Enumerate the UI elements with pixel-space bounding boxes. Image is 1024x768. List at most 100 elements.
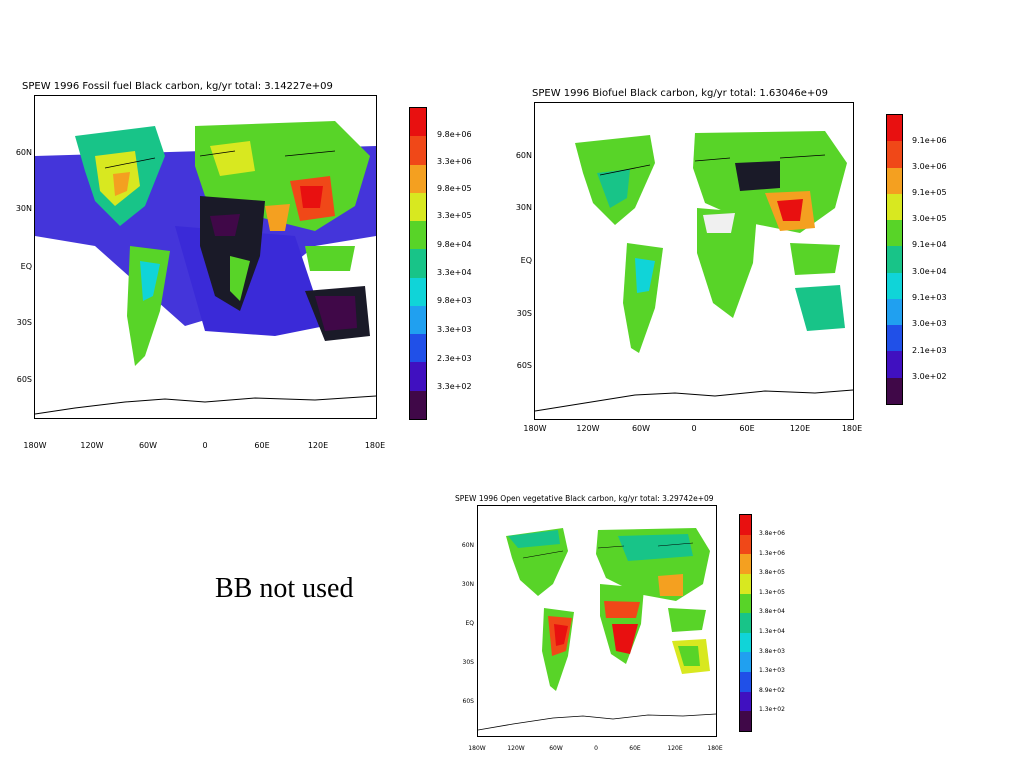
colorbar-swatch: [740, 711, 751, 731]
bb-not-used-note: BB not used: [215, 573, 354, 604]
lat-label: EQ: [520, 256, 532, 265]
colorbar-label: 9.8e+04: [437, 240, 472, 249]
lon-label: 120W: [507, 745, 525, 752]
lon-label: 60W: [549, 745, 563, 752]
open-vegetative-map: [477, 505, 717, 737]
colorbar-label: 3.3e+06: [437, 157, 472, 166]
open-vegetative-emission-map: [478, 528, 716, 731]
colorbar-label: 2.3e+03: [437, 354, 472, 363]
colorbar-swatch: [740, 613, 751, 633]
colorbar-label: 3.3e+05: [437, 211, 472, 220]
open-vegetative-colorbar: [739, 514, 752, 732]
lon-label: 180W: [468, 745, 486, 752]
lon-label: 60W: [631, 424, 651, 433]
lat-label: 30N: [461, 581, 474, 588]
colorbar-swatch: [887, 272, 902, 299]
colorbar-label: 3.3e+02: [437, 382, 472, 391]
colorbar-label: 9.1e+05: [912, 188, 947, 197]
lon-label: 60E: [254, 441, 270, 450]
lon-label: 180E: [841, 424, 863, 433]
colorbar-swatch: [887, 141, 902, 168]
lon-label: 0: [691, 424, 697, 433]
colorbar-label: 3.8e+03: [759, 648, 785, 655]
colorbar-swatch: [410, 108, 426, 137]
colorbar-swatch: [410, 249, 426, 278]
lon-label: 0: [202, 441, 208, 450]
lat-label: 30S: [516, 309, 532, 318]
colorbar-swatch: [887, 325, 902, 352]
colorbar-swatch: [887, 193, 902, 221]
lon-label: 60E: [629, 745, 641, 752]
colorbar-swatch: [887, 167, 902, 194]
colorbar-label: 9.1e+06: [912, 136, 947, 145]
lat-label: 60N: [515, 151, 532, 160]
colorbar-label: 9.1e+03: [912, 293, 947, 302]
colorbar-swatch: [740, 554, 751, 574]
biofuel-map: [534, 102, 854, 420]
lat-label: 30S: [16, 318, 32, 327]
colorbar-swatch: [740, 534, 751, 555]
colorbar-swatch: [740, 672, 751, 692]
biofuel-title: SPEW 1996 Biofuel Black carbon, kg/yr to…: [532, 88, 828, 99]
colorbar-swatch: [740, 652, 751, 672]
lat-label: 60S: [16, 375, 32, 384]
colorbar-swatch: [740, 691, 751, 712]
lon-label: 120E: [789, 424, 811, 433]
fossil-fuel-emission-map: [35, 121, 376, 415]
colorbar-label: 3.8e+06: [759, 530, 785, 537]
lat-label: 30N: [515, 203, 532, 212]
lat-label: 60S: [462, 698, 474, 705]
biofuel-emission-map: [535, 131, 853, 412]
colorbar-label: 1.3e+05: [759, 589, 785, 596]
colorbar-swatch: [887, 220, 902, 247]
colorbar-swatch: [410, 390, 426, 419]
colorbar-label: 1.3e+06: [759, 550, 785, 557]
fossil-fuel-title: SPEW 1996 Fossil fuel Black carbon, kg/y…: [22, 81, 333, 92]
colorbar-label: 3.0e+05: [912, 214, 947, 223]
lon-label: 180E: [364, 441, 386, 450]
lon-label: 60W: [138, 441, 158, 450]
colorbar-label: 1.3e+03: [759, 667, 785, 674]
colorbar-label: 9.8e+06: [437, 130, 472, 139]
colorbar-swatch: [410, 334, 426, 363]
colorbar-swatch: [740, 573, 751, 594]
biofuel-colorbar: [886, 114, 903, 405]
colorbar-swatch: [887, 298, 902, 326]
lat-label: 30S: [462, 659, 474, 666]
colorbar-label: 2.1e+03: [912, 346, 947, 355]
colorbar-swatch: [740, 593, 751, 614]
colorbar-label: 3.0e+03: [912, 319, 947, 328]
colorbar-swatch: [887, 351, 902, 378]
lon-label: 180W: [523, 424, 547, 433]
lat-label: 60N: [461, 542, 474, 549]
colorbar-swatch: [887, 246, 902, 273]
colorbar-label: 3.0e+04: [912, 267, 947, 276]
colorbar-label: 3.0e+06: [912, 162, 947, 171]
colorbar-label: 9.1e+04: [912, 240, 947, 249]
lat-label: 60N: [15, 148, 32, 157]
fossil-fuel-map: [34, 95, 377, 419]
lat-label: 60S: [516, 361, 532, 370]
lon-label: 120E: [667, 745, 683, 752]
colorbar-swatch: [410, 362, 426, 391]
colorbar-label: 3.3e+03: [437, 325, 472, 334]
lon-label: 180W: [23, 441, 47, 450]
fossil-fuel-colorbar: [409, 107, 427, 420]
colorbar-label: 3.8e+05: [759, 569, 785, 576]
colorbar-label: 3.8e+04: [759, 608, 785, 615]
lat-label: EQ: [20, 262, 32, 271]
colorbar-swatch: [887, 115, 902, 142]
colorbar-label: 3.3e+04: [437, 268, 472, 277]
lat-label: EQ: [465, 620, 474, 627]
colorbar-label: 9.8e+03: [437, 296, 472, 305]
lon-label: 120E: [307, 441, 329, 450]
colorbar-label: 1.3e+04: [759, 628, 785, 635]
colorbar-label: 9.8e+05: [437, 184, 472, 193]
colorbar-swatch: [410, 305, 426, 335]
lon-label: 180E: [707, 745, 723, 752]
colorbar-swatch: [410, 277, 426, 306]
lon-label: 0: [594, 745, 598, 752]
lon-label: 120W: [80, 441, 104, 450]
colorbar-label: 3.0e+02: [912, 372, 947, 381]
colorbar-swatch: [410, 192, 426, 222]
